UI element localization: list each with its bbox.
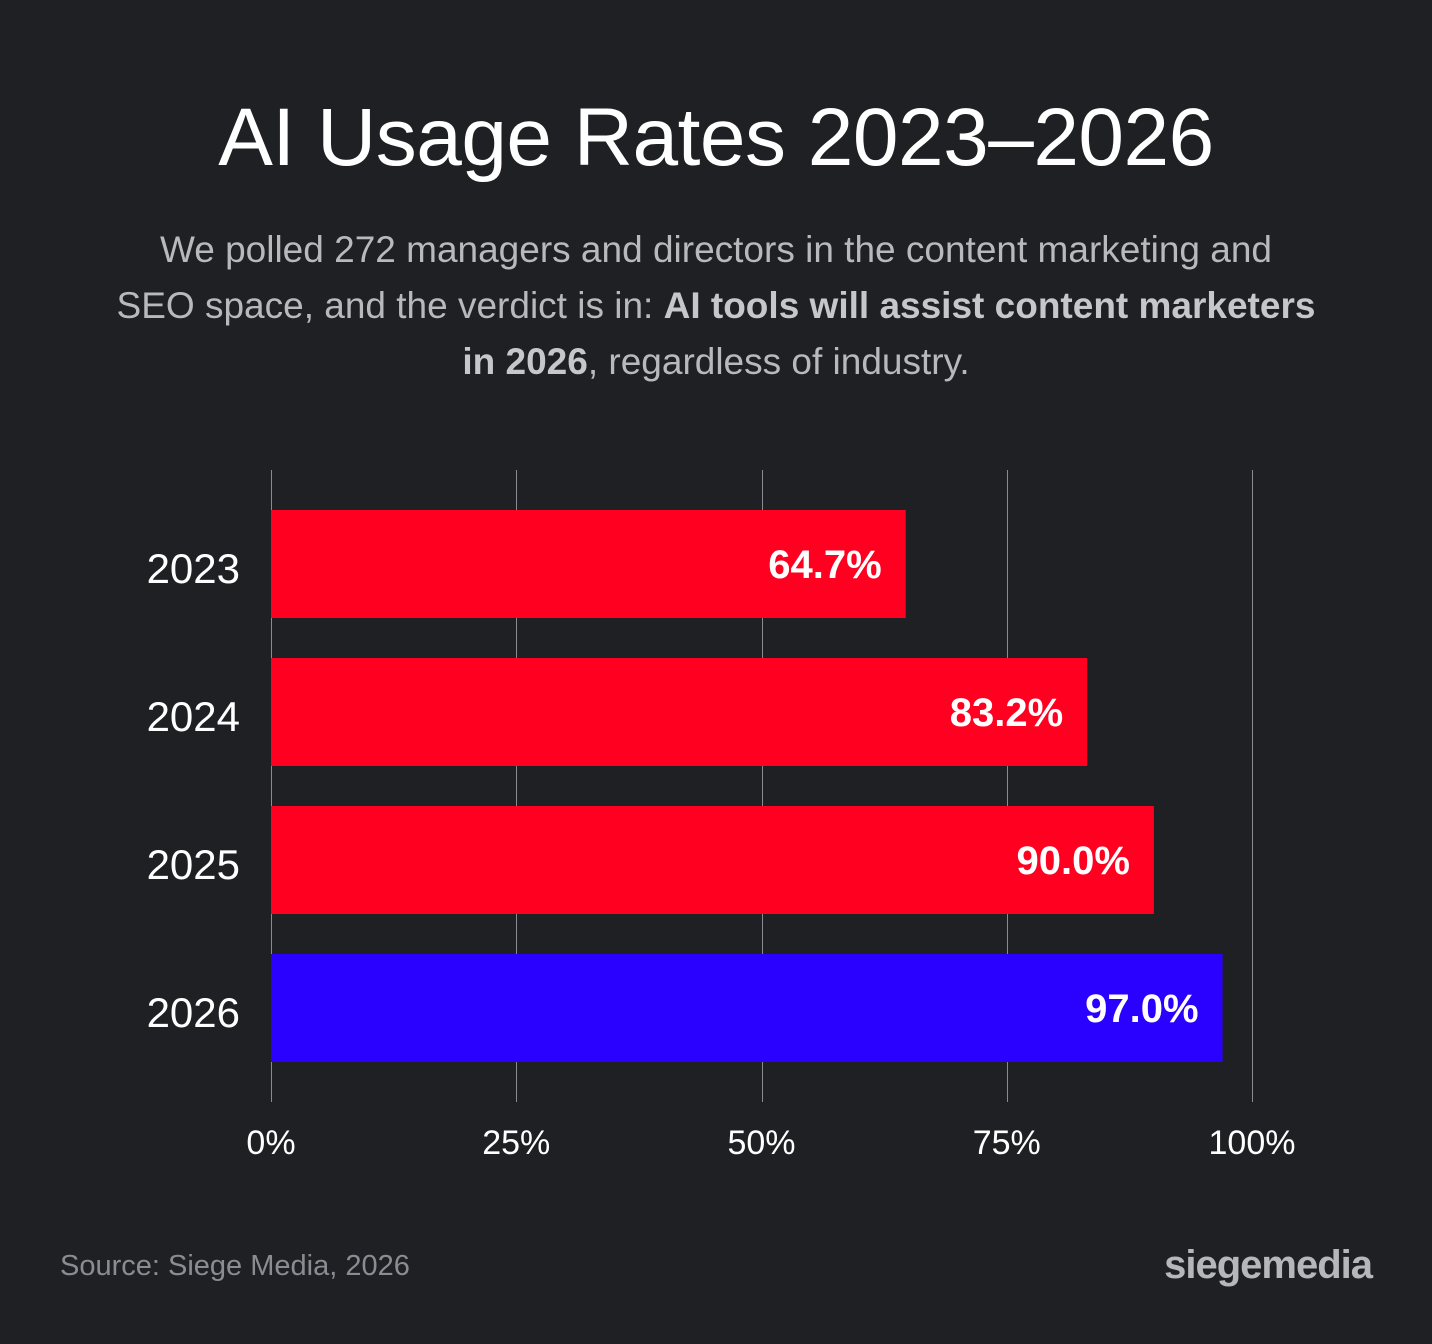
x-tick-labels: 0% 25% 50% 75% 100% (246, 1124, 1295, 1162)
category-labels: 2023 2024 2025 2026 (147, 545, 240, 1036)
x-tick-label: 50% (727, 1124, 795, 1162)
bar (271, 806, 1154, 914)
value-label: 64.7% (768, 543, 881, 587)
subtitle-text-2: , regardless of industry. (587, 341, 970, 382)
value-label: 97.0% (1085, 987, 1198, 1031)
bar (271, 510, 906, 618)
chart-title: AI Usage Rates 2023–2026 (218, 92, 1214, 183)
bar (271, 954, 1223, 1062)
category-label: 2023 (147, 545, 240, 592)
source-note: Source: Siege Media, 2026 (60, 1250, 410, 1282)
subtitle-text-1: We polled 272 managers and directors in … (116, 229, 1273, 326)
bars (271, 510, 1223, 1062)
category-label: 2026 (147, 989, 240, 1036)
x-tick-label: 100% (1209, 1124, 1296, 1162)
x-tick-label: 75% (973, 1124, 1041, 1162)
subtitle-bold-text: AI tools will assist content marketers i… (462, 285, 1316, 382)
bar (271, 658, 1088, 766)
x-tick-label: 25% (482, 1124, 550, 1162)
chart-subtitle: We polled 272 managers and directors in … (116, 222, 1316, 390)
category-label: 2024 (147, 693, 240, 740)
x-tick-label: 0% (246, 1124, 295, 1162)
category-label: 2025 (147, 841, 240, 888)
value-label: 83.2% (950, 691, 1063, 735)
value-labels: 64.7% 83.2% 90.0% 97.0% (768, 543, 1198, 1031)
siegemedia-logo: siegemedia (1164, 1243, 1373, 1287)
value-label: 90.0% (1016, 839, 1129, 883)
